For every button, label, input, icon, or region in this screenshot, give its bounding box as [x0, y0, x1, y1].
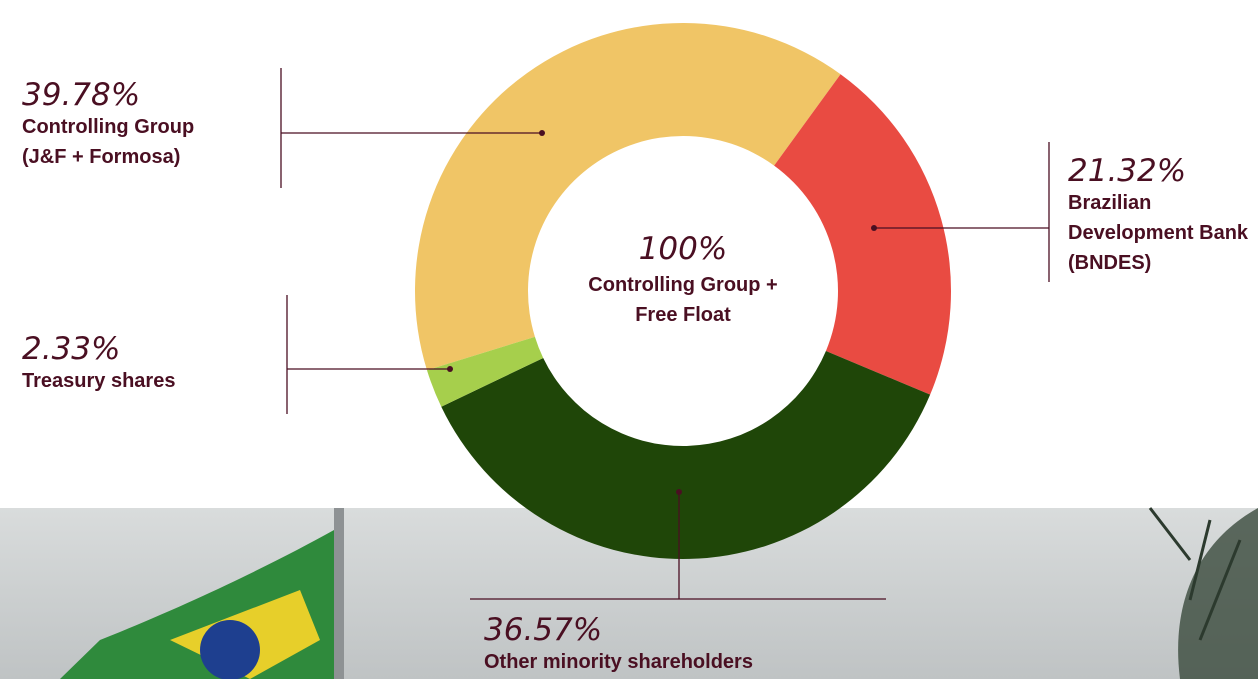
slice-label: 21.32%Brazilian Development Bank (BNDES): [1068, 154, 1258, 278]
value-label: 36.57%: [484, 613, 984, 647]
series-name: Brazilian Development Bank (BNDES): [1068, 188, 1258, 278]
page: 100% Controlling Group + Free Float 39.7…: [0, 0, 1258, 679]
slice-label: 36.57%Other minority shareholders: [484, 613, 984, 677]
leader-dot: [871, 225, 877, 231]
leader-dot: [447, 366, 453, 372]
center-label: 100% Controlling Group + Free Float: [520, 232, 846, 330]
slice-label: 39.78%Controlling Group (J&F + Formosa): [22, 78, 242, 172]
leader-dot: [676, 489, 682, 495]
value-label: 39.78%: [22, 78, 242, 112]
value-label: 2.33%: [22, 332, 262, 366]
slice-label: 2.33%Treasury shares: [22, 332, 262, 396]
value-label: 21.32%: [1068, 154, 1258, 188]
series-name: Other minority shareholders: [484, 647, 984, 677]
center-text: Controlling Group + Free Float: [578, 270, 788, 330]
center-value: 100%: [520, 232, 846, 266]
leader-dot: [539, 130, 545, 136]
series-name: Controlling Group (J&F + Formosa): [22, 112, 242, 172]
series-name: Treasury shares: [22, 366, 262, 396]
